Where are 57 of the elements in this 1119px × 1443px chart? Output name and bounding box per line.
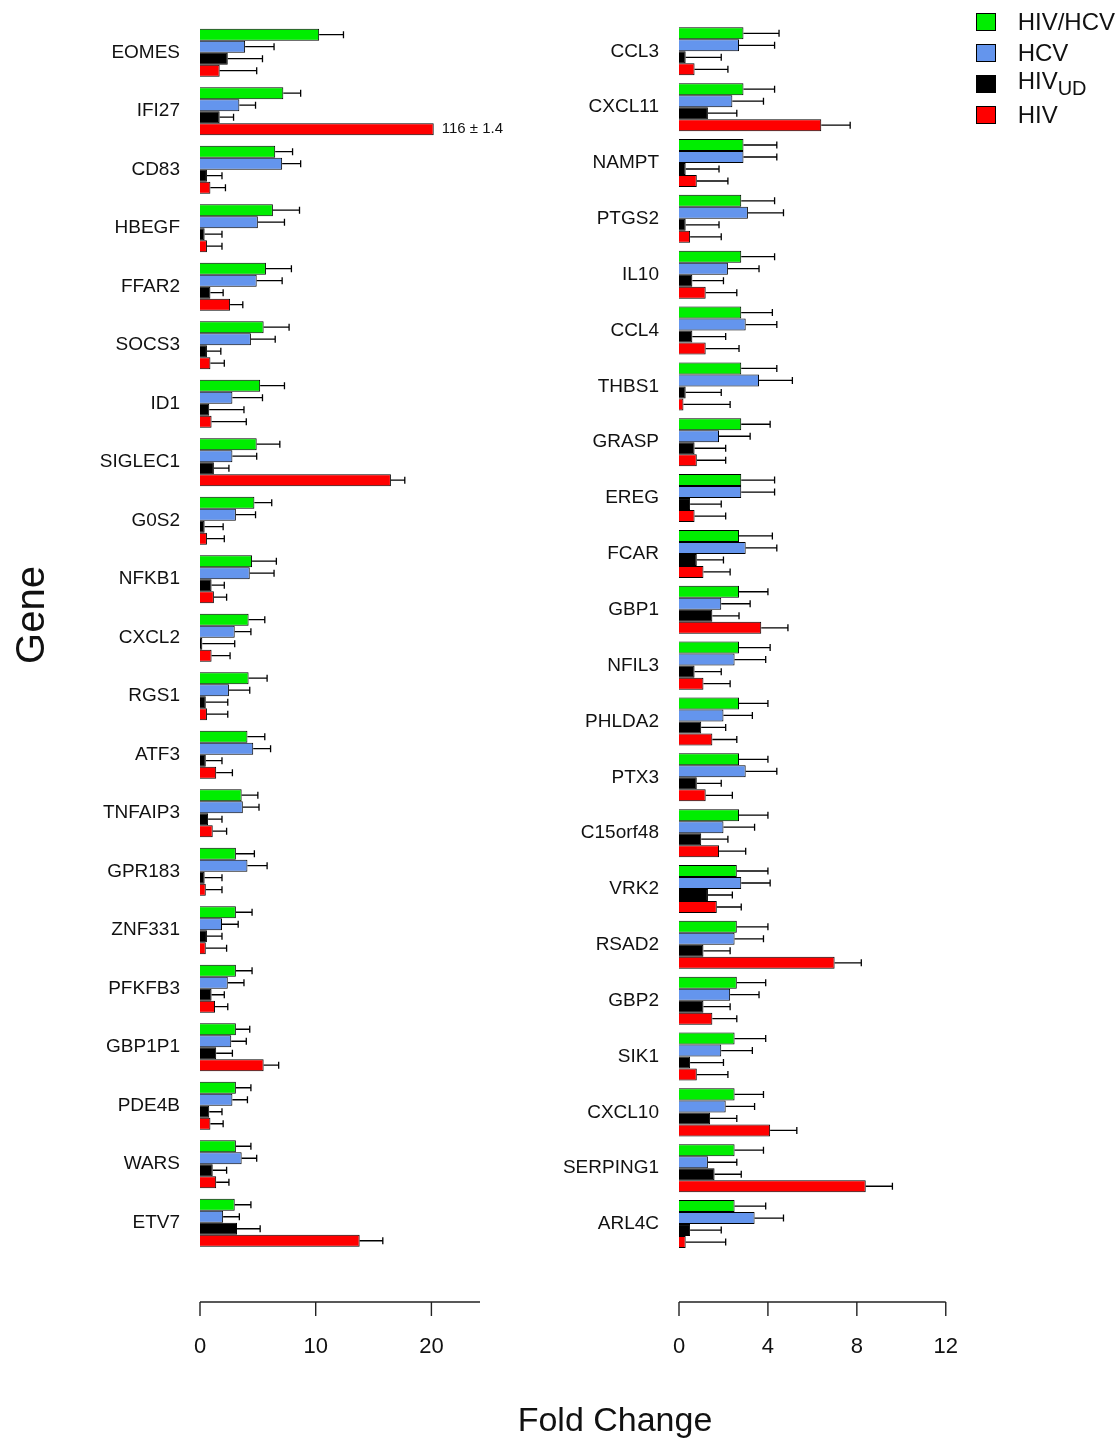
x-tick-label: 0 xyxy=(672,1333,686,1359)
y-tick-label: CCL3 xyxy=(610,39,659,61)
y-tick-label: NFKB1 xyxy=(118,567,180,589)
legend-label: HIV xyxy=(1017,100,1058,129)
y-tick-label: PDE4B xyxy=(117,1093,180,1115)
y-tick-label: WARS xyxy=(123,1152,180,1174)
y-tick-label: NFIL3 xyxy=(607,653,659,675)
y-tick-label: C15orf48 xyxy=(580,821,659,843)
y-tick-label: EOMES xyxy=(111,40,180,62)
y-tick-label: PTGS2 xyxy=(596,207,659,229)
x-tick-label: 4 xyxy=(761,1333,775,1359)
y-tick-label: EREG xyxy=(605,486,659,508)
y-axis-title: Gene xyxy=(7,566,53,664)
y-tick-label: GBP2 xyxy=(608,988,659,1010)
y-tick-label: CD83 xyxy=(131,157,180,179)
y-tick-label: GPR183 xyxy=(107,859,180,881)
x-tick-label: 0 xyxy=(193,1333,207,1359)
y-tick-label: SIK1 xyxy=(617,1044,659,1066)
y-tick-label: RGS1 xyxy=(128,684,180,706)
x-axis-title: Fold Change xyxy=(517,1400,713,1439)
y-tick-label: CXCL2 xyxy=(118,625,180,647)
y-tick-label: GBP1P1 xyxy=(106,1035,180,1057)
y-tick-label: THBS1 xyxy=(597,374,659,396)
y-tick-label: GBP1 xyxy=(608,598,659,620)
y-tick-label: CCL4 xyxy=(610,318,660,340)
y-tick-label: SERPING1 xyxy=(562,1156,659,1178)
y-tick-label: GRASP xyxy=(592,430,659,452)
y-tick-label: G0S2 xyxy=(131,508,180,530)
y-tick-label: ID1 xyxy=(150,391,180,413)
y-tick-label: RSAD2 xyxy=(595,933,659,955)
legend-label: HIV$_{UD}$ xyxy=(1017,67,1087,100)
y-tick-label: FCAR xyxy=(607,542,659,564)
y-tick-label: IL10 xyxy=(622,262,659,284)
legend-label: HIV/HCV xyxy=(1017,7,1115,36)
legend-label: HCV xyxy=(1017,38,1069,67)
y-tick-label: NAMPT xyxy=(592,151,660,173)
x-tick-label: 8 xyxy=(850,1333,863,1359)
y-tick-label: TNFAIP3 xyxy=(102,801,180,823)
y-tick-label: HBEGF xyxy=(114,216,180,238)
y-tick-label: ETV7 xyxy=(132,1210,180,1232)
x-tick-label: 20 xyxy=(419,1333,444,1359)
y-tick-label: SOCS3 xyxy=(115,333,180,355)
y-tick-label: PTX3 xyxy=(611,765,659,787)
y-tick-label: ARL4C xyxy=(597,1212,659,1234)
x-tick-label: 12 xyxy=(933,1333,959,1359)
y-tick-label: ZNF331 xyxy=(111,918,180,940)
y-tick-label: FFAR2 xyxy=(120,274,180,296)
x-tick-label: 10 xyxy=(303,1333,328,1359)
y-tick-label: VRK2 xyxy=(609,877,659,899)
y-tick-label: IFI27 xyxy=(136,99,180,121)
annotation: 116 ± 1.4 xyxy=(441,119,504,137)
y-tick-label: ATF3 xyxy=(134,742,180,764)
y-tick-label: PFKFB3 xyxy=(108,976,180,998)
y-tick-label: SIGLEC1 xyxy=(99,450,180,472)
y-tick-label: PHLDA2 xyxy=(585,709,659,731)
y-tick-label: CXCL11 xyxy=(588,95,659,117)
y-tick-label: CXCL10 xyxy=(587,1100,659,1122)
